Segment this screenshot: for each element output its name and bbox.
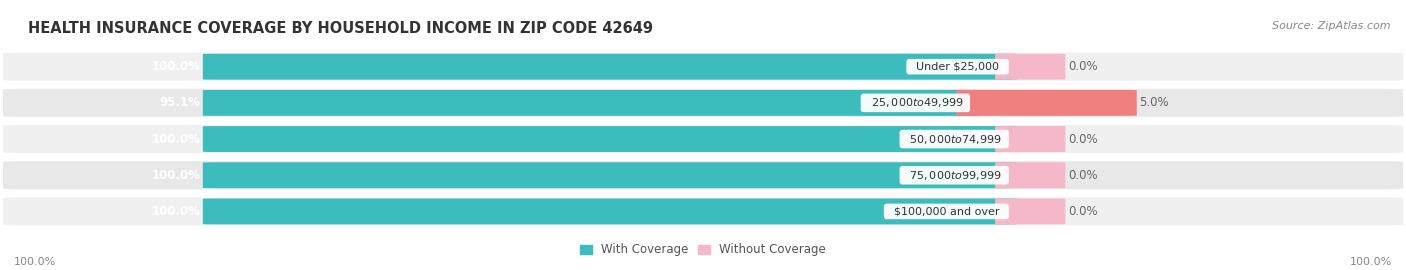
Text: HEALTH INSURANCE COVERAGE BY HOUSEHOLD INCOME IN ZIP CODE 42649: HEALTH INSURANCE COVERAGE BY HOUSEHOLD I… [28,22,652,36]
Text: 0.0%: 0.0% [1069,169,1098,182]
Text: 5.0%: 5.0% [1139,96,1170,109]
Text: 100.0%: 100.0% [152,205,200,218]
FancyBboxPatch shape [202,54,1017,80]
Text: $25,000 to $49,999: $25,000 to $49,999 [863,96,967,109]
FancyBboxPatch shape [995,54,1066,80]
Text: 0.0%: 0.0% [1069,133,1098,146]
Text: 100.0%: 100.0% [152,169,200,182]
FancyBboxPatch shape [3,161,1403,189]
Text: 100.0%: 100.0% [152,60,200,73]
FancyBboxPatch shape [995,126,1066,152]
FancyBboxPatch shape [995,198,1066,224]
Text: 95.1%: 95.1% [159,96,200,109]
Text: 100.0%: 100.0% [14,257,56,267]
FancyBboxPatch shape [956,90,1137,116]
FancyBboxPatch shape [3,197,1403,225]
FancyBboxPatch shape [3,89,1403,117]
Text: $100,000 and over: $100,000 and over [887,206,1007,217]
Text: 100.0%: 100.0% [152,133,200,146]
FancyBboxPatch shape [995,162,1066,188]
Text: $50,000 to $74,999: $50,000 to $74,999 [903,133,1007,146]
Text: Source: ZipAtlas.com: Source: ZipAtlas.com [1272,22,1391,32]
FancyBboxPatch shape [202,162,1017,188]
Text: 0.0%: 0.0% [1069,205,1098,218]
Legend: With Coverage, Without Coverage: With Coverage, Without Coverage [579,243,827,256]
FancyBboxPatch shape [3,53,1403,81]
FancyBboxPatch shape [202,126,1017,152]
Text: Under $25,000: Under $25,000 [910,62,1007,72]
FancyBboxPatch shape [202,198,1017,224]
FancyBboxPatch shape [3,125,1403,153]
Text: 0.0%: 0.0% [1069,60,1098,73]
FancyBboxPatch shape [202,90,979,116]
Text: $75,000 to $99,999: $75,000 to $99,999 [903,169,1007,182]
Text: 100.0%: 100.0% [1350,257,1392,267]
